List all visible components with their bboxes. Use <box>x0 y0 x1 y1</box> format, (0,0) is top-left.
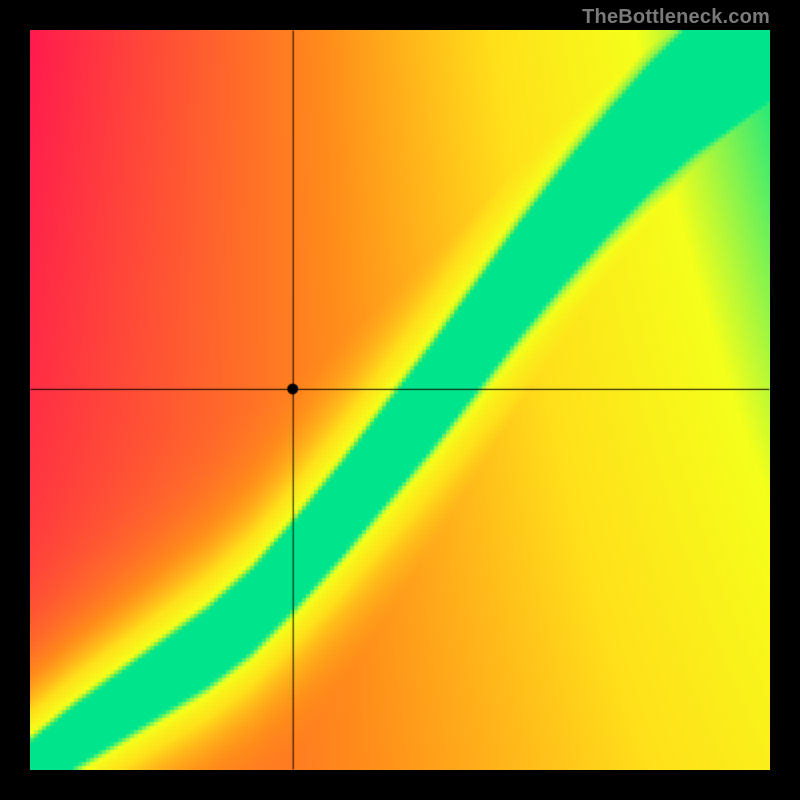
chart-container: TheBottleneck.com <box>0 0 800 800</box>
heatmap-plot <box>30 30 770 770</box>
heatmap-canvas <box>30 30 770 770</box>
watermark-text: TheBottleneck.com <box>582 6 770 29</box>
